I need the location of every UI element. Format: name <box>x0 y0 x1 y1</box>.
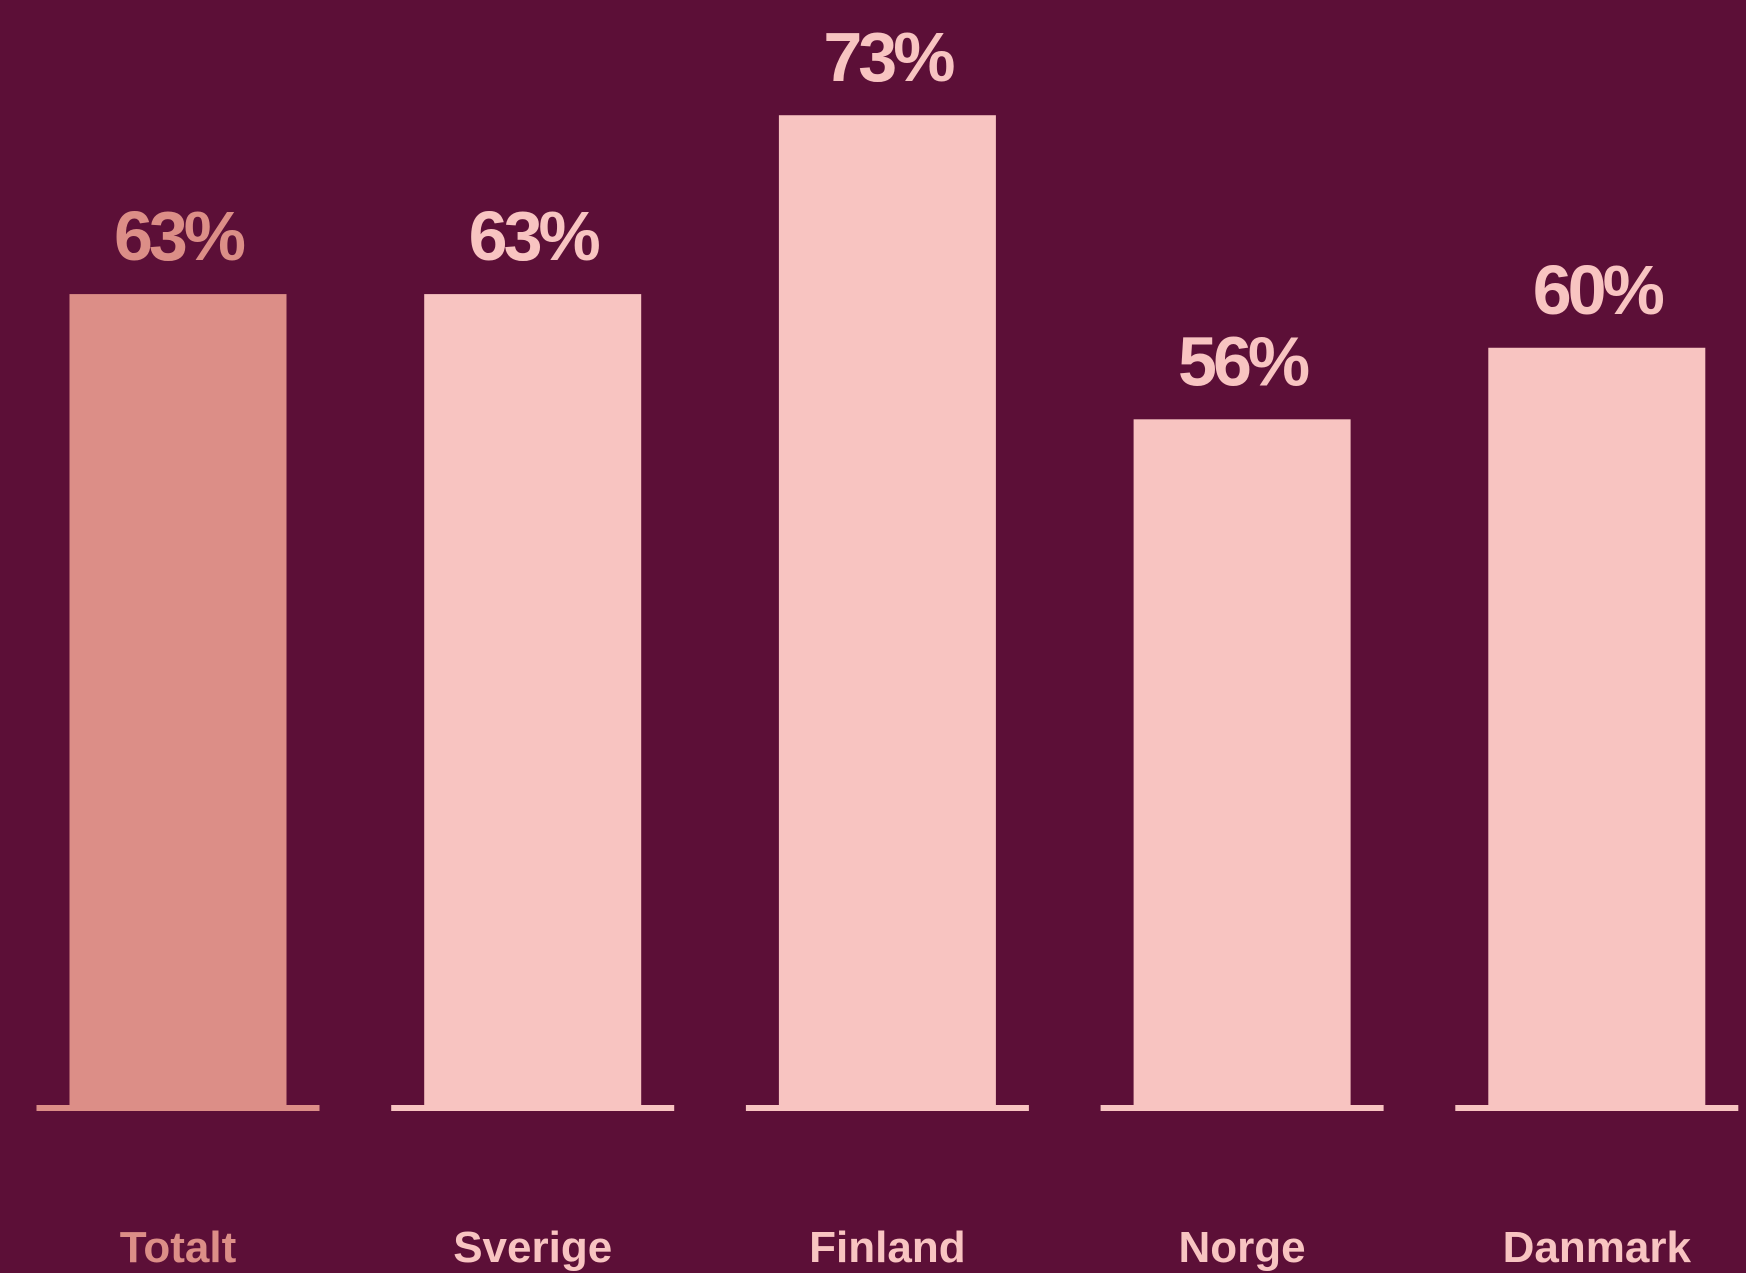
value-label: 56% <box>1178 322 1309 400</box>
bar <box>424 294 642 1108</box>
baseline <box>1100 1105 1384 1111</box>
value-label: 63% <box>469 197 600 275</box>
category-label: Finland <box>809 1223 965 1272</box>
value-label: 60% <box>1533 251 1664 329</box>
baseline <box>391 1105 675 1111</box>
category-label: Sverige <box>453 1223 612 1272</box>
value-label: 73% <box>823 18 954 96</box>
bar <box>69 294 287 1108</box>
bar <box>1133 419 1351 1108</box>
bar <box>1488 347 1706 1108</box>
baseline <box>1455 1105 1739 1111</box>
value-label: 63% <box>114 197 245 275</box>
category-label: Totalt <box>120 1223 237 1272</box>
baseline <box>36 1105 320 1111</box>
bar <box>778 115 996 1108</box>
baseline <box>745 1105 1029 1111</box>
category-label: Norge <box>1179 1223 1306 1272</box>
category-label: Danmark <box>1503 1223 1692 1272</box>
